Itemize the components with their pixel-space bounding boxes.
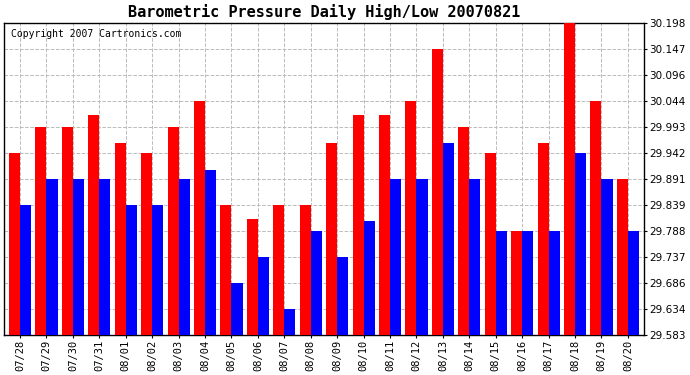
- Bar: [549, 231, 560, 335]
- Bar: [432, 49, 443, 335]
- Bar: [273, 205, 284, 335]
- Bar: [194, 101, 205, 335]
- Bar: [469, 179, 480, 335]
- Bar: [406, 101, 417, 335]
- Bar: [337, 257, 348, 335]
- Bar: [247, 219, 258, 335]
- Bar: [9, 153, 20, 335]
- Bar: [617, 179, 628, 335]
- Bar: [20, 205, 31, 335]
- Bar: [73, 179, 84, 335]
- Bar: [522, 231, 533, 335]
- Bar: [379, 115, 390, 335]
- Bar: [310, 231, 322, 335]
- Bar: [152, 205, 164, 335]
- Bar: [443, 143, 454, 335]
- Bar: [326, 143, 337, 335]
- Bar: [511, 231, 522, 335]
- Bar: [299, 205, 310, 335]
- Bar: [62, 127, 73, 335]
- Bar: [628, 231, 639, 335]
- Bar: [575, 153, 586, 335]
- Bar: [417, 179, 428, 335]
- Bar: [231, 283, 243, 335]
- Bar: [46, 179, 57, 335]
- Bar: [141, 153, 152, 335]
- Bar: [258, 257, 269, 335]
- Bar: [168, 127, 179, 335]
- Bar: [538, 143, 549, 335]
- Bar: [353, 115, 364, 335]
- Bar: [364, 221, 375, 335]
- Title: Barometric Pressure Daily High/Low 20070821: Barometric Pressure Daily High/Low 20070…: [128, 4, 520, 20]
- Bar: [115, 143, 126, 335]
- Text: Copyright 2007 Cartronics.com: Copyright 2007 Cartronics.com: [10, 29, 181, 39]
- Bar: [602, 179, 613, 335]
- Bar: [88, 115, 99, 335]
- Bar: [99, 179, 110, 335]
- Bar: [35, 127, 46, 335]
- Bar: [458, 127, 469, 335]
- Bar: [220, 205, 231, 335]
- Bar: [564, 23, 575, 335]
- Bar: [496, 231, 507, 335]
- Bar: [591, 101, 602, 335]
- Bar: [205, 170, 216, 335]
- Bar: [390, 179, 401, 335]
- Bar: [284, 309, 295, 335]
- Bar: [126, 205, 137, 335]
- Bar: [179, 179, 190, 335]
- Bar: [484, 153, 496, 335]
